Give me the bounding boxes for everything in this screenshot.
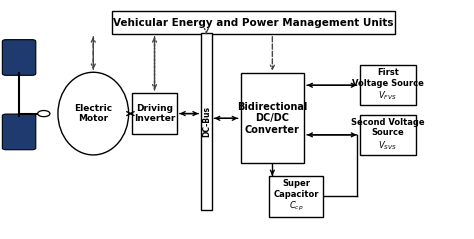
Circle shape [37, 110, 50, 117]
Text: Electric
Motor: Electric Motor [74, 104, 112, 123]
Bar [240, 73, 304, 163]
Text: First
Voltage Source
$V_{FVS}$: First Voltage Source $V_{FVS}$ [352, 68, 424, 102]
Bar [359, 115, 416, 155]
FancyBboxPatch shape [2, 114, 36, 150]
Bar [201, 33, 211, 211]
Text: Vehicular Energy and Power Management Units: Vehicular Energy and Power Management Un… [113, 18, 394, 28]
Ellipse shape [58, 72, 128, 155]
Text: Super
Capacitor
$C_{cp}$: Super Capacitor $C_{cp}$ [273, 179, 319, 213]
Bar [112, 11, 395, 34]
Bar [132, 93, 177, 134]
Text: Bidirectional
DC/DC
Converter: Bidirectional DC/DC Converter [237, 102, 308, 135]
Text: Second Voltage
Source
$V_{SVS}$: Second Voltage Source $V_{SVS}$ [351, 118, 425, 152]
FancyBboxPatch shape [2, 40, 36, 75]
Bar [359, 65, 416, 105]
Text: Driving
Inverter: Driving Inverter [134, 104, 175, 123]
Text: DC-Bus: DC-Bus [202, 106, 211, 137]
Bar [269, 176, 323, 217]
